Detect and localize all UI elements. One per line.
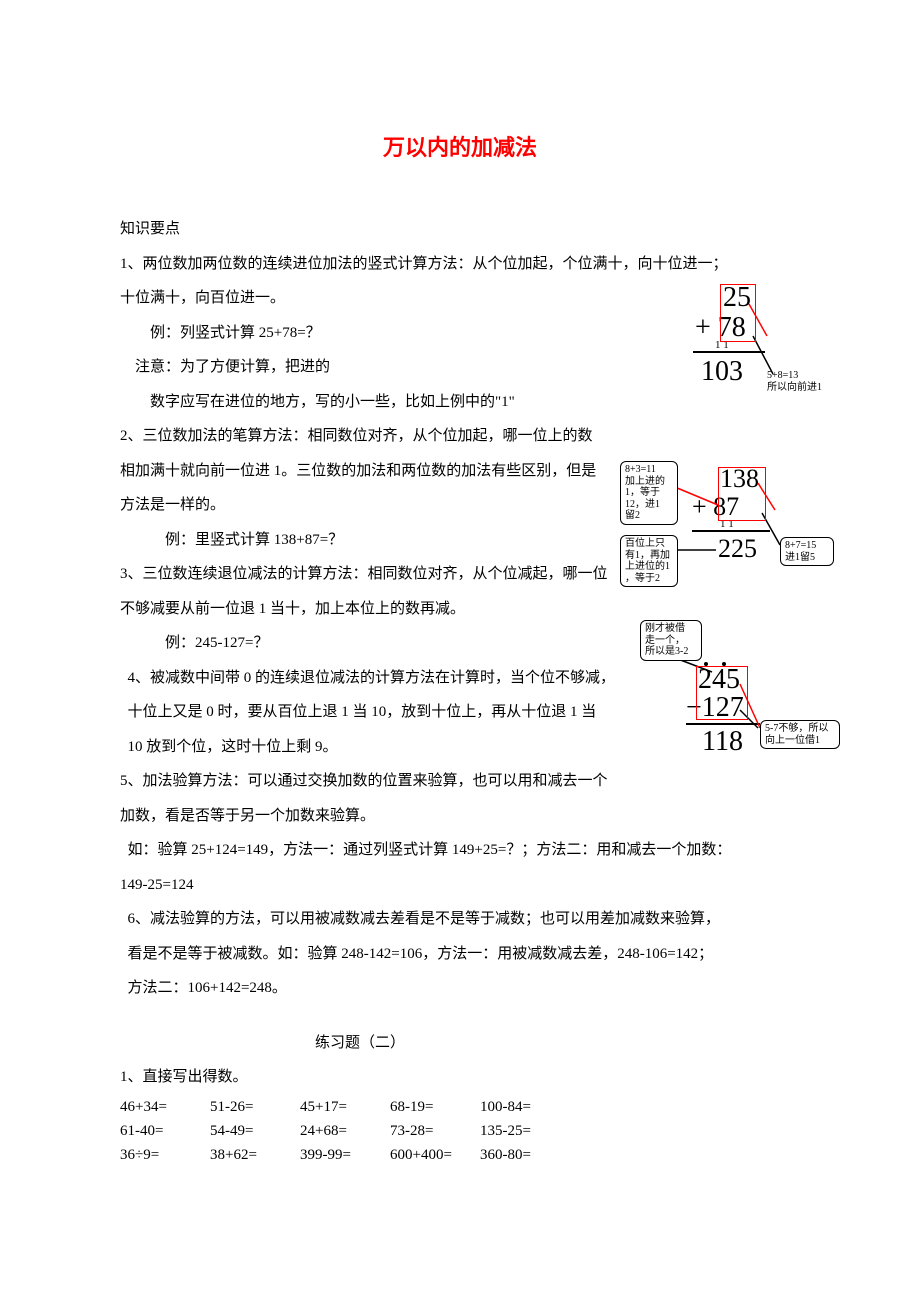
exercise-title: 练习题（二） (0, 1026, 800, 1061)
math-row-2: 61-40= 54-49= 24+68= 73-28= 135-25= (120, 1119, 800, 1143)
cell: 24+68= (300, 1119, 390, 1143)
f3-res: 118 (702, 726, 743, 757)
f2-box-r: 8+7=15进1留5 (780, 537, 834, 566)
cell: 360-80= (480, 1143, 570, 1167)
cell: 600+400= (390, 1143, 480, 1167)
f3-box-r: 5-7不够，所以向上一位借1 (760, 720, 840, 749)
figure-1: 25 + 78 1 1 103 5+8=13 所以向前进1 (665, 278, 825, 418)
p5d: 149-25=124 (120, 868, 800, 903)
cell: 73-28= (390, 1119, 480, 1143)
figure-2: 8+3=11加上进的1，等于12，进1留2 百位上只有1，再加上进位的1，等于2… (620, 455, 830, 585)
f1-note-b: 所以向前进1 (767, 382, 822, 393)
f2-box-bl: 百位上只有1，再加上进位的1，等于2 (620, 535, 678, 587)
cell: 51-26= (210, 1095, 300, 1119)
math-row-1: 46+34= 51-26= 45+17= 68-19= 100-84= (120, 1095, 800, 1119)
cell: 61-40= (120, 1119, 210, 1143)
f2-box-left: 8+3=11加上进的1，等于12，进1留2 (620, 461, 678, 525)
cell: 38+62= (210, 1143, 300, 1167)
cell: 100-84= (480, 1095, 570, 1119)
cell: 135-25= (480, 1119, 570, 1143)
f1-note-a: 5+8=13 (767, 370, 798, 381)
p5c: 如：验算 25+124=149，方法一：通过列竖式计算 149+25=？；方法二… (120, 833, 800, 868)
f3-box-top: 刚才被借走一个，所以是3-2 (640, 620, 702, 661)
cell: 68-19= (390, 1095, 480, 1119)
p6b: 看是不是等于被减数。如：验算 248-142=106，方法一：用被减数减去差，2… (120, 937, 800, 972)
cell: 54-49= (210, 1119, 300, 1143)
f1-res: 103 (701, 356, 743, 387)
cell: 399-99= (300, 1143, 390, 1167)
page-title: 万以内的加减法 (120, 130, 800, 162)
figure-3: 刚才被借走一个，所以是3-2 5-7不够，所以向上一位借1 245 −127 1… (630, 620, 840, 770)
p6c: 方法二：106+142=248。 (120, 971, 800, 1006)
math-row-3: 36÷9= 38+62= 399-99= 600+400= 360-80= (120, 1143, 800, 1167)
p1a: 1、两位数加两位数的连续进位加法的竖式计算方法：从个位加起，个位满十，向十位进一… (120, 247, 800, 282)
f2-res: 225 (718, 534, 757, 563)
cell: 36÷9= (120, 1143, 210, 1167)
p6a: 6、减法验算的方法，可以用被减数减去差看是不是等于减数；也可以用差加减数来验算， (120, 902, 800, 937)
cell: 46+34= (120, 1095, 210, 1119)
cell: 45+17= (300, 1095, 390, 1119)
p2a: 2、三位数加法的笔算方法：相同数位对齐，从个位加起，哪一位上的数 (120, 419, 800, 454)
p5b: 加数，看是否等于另一个加数来验算。 (120, 799, 800, 834)
heading-knowledge: 知识要点 (120, 212, 800, 247)
q1: 1、直接写出得数。 (120, 1060, 800, 1095)
